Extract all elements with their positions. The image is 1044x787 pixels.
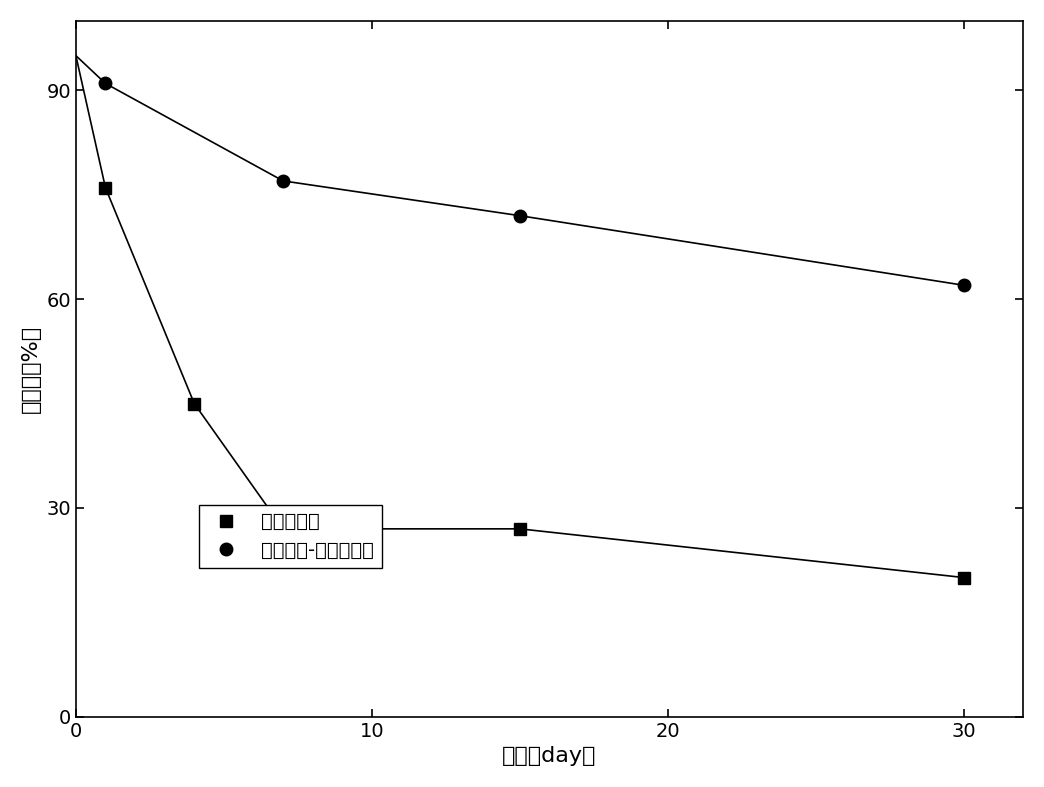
Line: 纤维素微球: 纤维素微球 (99, 182, 970, 584)
纤维素基-硅杂化微球 (277, 176, 289, 186)
纤维素微球 (99, 183, 112, 193)
纤维素基-硅杂化微球 (957, 280, 970, 290)
纤维素微球 (514, 524, 526, 534)
X-axis label: 时间（day）: 时间（day） (502, 746, 597, 767)
纤维素基-硅杂化微球 (514, 211, 526, 220)
纤维素基-硅杂化微球 (99, 79, 112, 88)
纤维素微球 (277, 524, 289, 534)
纤维素微球 (188, 399, 200, 408)
纤维素微球 (957, 573, 970, 582)
Legend: 纤维素微球, 纤维素基-硅杂化微球: 纤维素微球, 纤维素基-硅杂化微球 (199, 504, 382, 568)
Line: 纤维素基-硅杂化微球: 纤维素基-硅杂化微球 (99, 77, 970, 291)
Y-axis label: 保留率（%）: 保留率（%） (21, 325, 41, 413)
